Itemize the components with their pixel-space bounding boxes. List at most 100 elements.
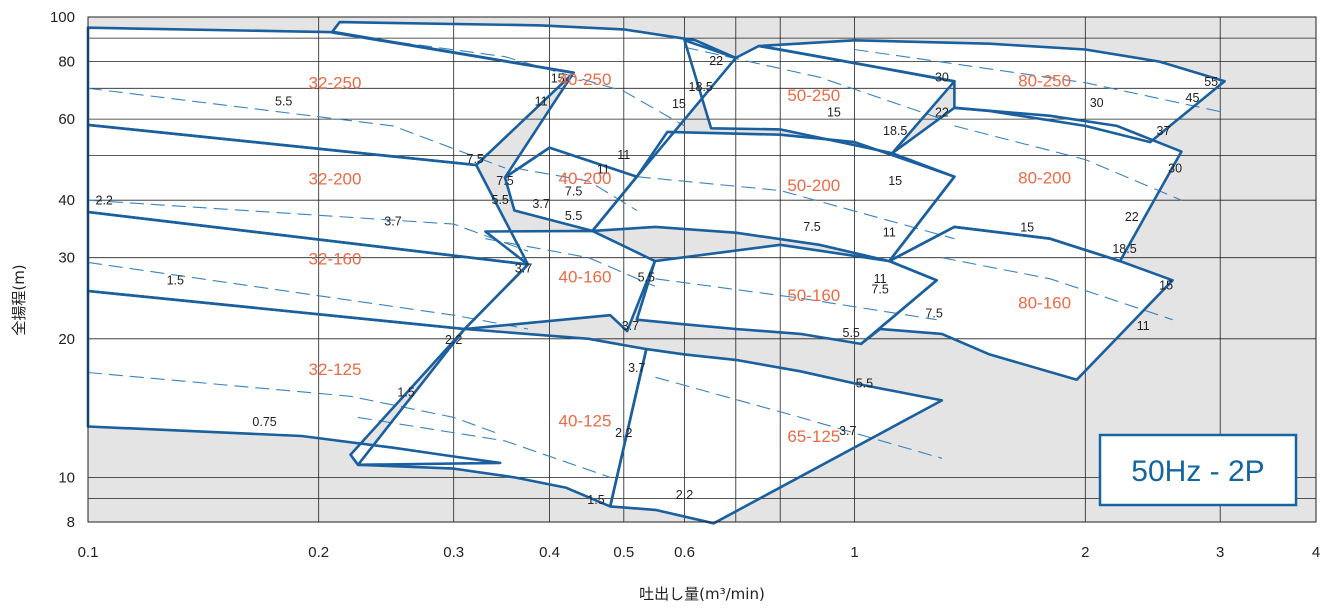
- kw-label: 11: [883, 226, 896, 240]
- kw-label: 3.7: [839, 424, 856, 438]
- y-tick-label: 10: [58, 469, 75, 486]
- model-label-50-160: 50-160: [787, 286, 840, 305]
- kw-label: 18.5: [883, 124, 907, 138]
- x-tick-labels: 0.1 0.2 0.3 0.4 0.5 0.6 1 2 3 4: [78, 544, 1321, 561]
- kw-label: 7.5: [803, 220, 820, 234]
- kw-label: 5.5: [856, 376, 873, 390]
- model-label-32-200: 32-200: [309, 169, 362, 188]
- region-fill-65-125: [610, 349, 942, 524]
- x-tick-label: 3: [1216, 544, 1224, 561]
- kw-label: 2.2: [676, 488, 693, 502]
- x-tick-label: 4: [1312, 544, 1320, 561]
- kw-label: 3.7: [628, 361, 645, 375]
- kw-label: 3.7: [622, 319, 639, 333]
- kw-label: 18.5: [689, 80, 713, 94]
- region-fill-40-200: [505, 147, 637, 231]
- kw-label: 3.7: [515, 262, 532, 276]
- kw-label: 2.2: [615, 426, 632, 440]
- kw-label: 5.5: [843, 326, 860, 340]
- efficiency-curve: [954, 125, 1182, 201]
- kw-label: 15: [827, 106, 841, 120]
- kw-label: 7.5: [871, 282, 888, 296]
- efficiency-curve: [854, 48, 1225, 114]
- model-label-32-160: 32-160: [309, 249, 362, 268]
- region-fill-50-250: [684, 40, 955, 154]
- badge-frame: [1098, 433, 1298, 507]
- region-boundary-50-160: [635, 243, 939, 346]
- region-fill-32-125: [88, 291, 501, 465]
- efficiency-curve: [655, 376, 943, 459]
- kw-label: 11: [874, 272, 887, 286]
- x-tick-label: 0.3: [443, 544, 464, 561]
- kw-label: 11: [1137, 319, 1150, 333]
- kw-label: 22: [709, 54, 723, 68]
- kw-label: 30: [1090, 96, 1104, 110]
- kw-label: 22: [935, 106, 949, 120]
- x-tick-label: 1: [850, 544, 858, 561]
- y-tick-labels: 8 10 20 30 40 60 80 100: [50, 9, 75, 531]
- efficiency-curve: [655, 278, 937, 321]
- y-tick-label: 40: [58, 192, 75, 209]
- kw-label: 37: [1157, 124, 1171, 138]
- efficiency-curves: [87, 33, 1225, 478]
- model-label-50-200: 50-200: [787, 176, 840, 195]
- x-tick-label: 0.1: [78, 544, 99, 561]
- model-label-40-200: 40-200: [559, 169, 612, 188]
- kw-label: 15: [672, 97, 686, 111]
- region-fill-80-160: [861, 226, 1173, 380]
- efficiency-curve: [87, 87, 506, 169]
- efficiency-curve: [941, 257, 1173, 321]
- kw-label: 30: [1168, 161, 1182, 175]
- kw-label: 11: [617, 148, 630, 162]
- plot-frame: [87, 16, 1317, 523]
- kw-label: 5.5: [638, 270, 655, 284]
- model-label-40-160: 40-160: [559, 268, 612, 287]
- kw-label: 11: [535, 94, 548, 108]
- kw-label: 5.5: [565, 209, 582, 223]
- region-fill-32-250: [88, 27, 574, 166]
- region-boundary-80-250: [757, 38, 1226, 144]
- efficiency-curve: [636, 176, 955, 240]
- efficiency-curve: [87, 261, 529, 330]
- kw-label: 7.5: [496, 174, 513, 188]
- x-tick-label: 0.2: [308, 544, 329, 561]
- kw-label: 22: [1125, 210, 1139, 224]
- model-label-80-160: 80-160: [1018, 293, 1071, 312]
- model-label-40-250: 40-250: [559, 70, 612, 89]
- efficiency-curve: [485, 238, 656, 287]
- kw-label: 7.5: [467, 152, 484, 166]
- x-axis-label: 吐出し量(m³/min): [639, 585, 765, 603]
- efficiency-curve: [87, 199, 529, 252]
- model-label-50-250: 50-250: [787, 86, 840, 105]
- kw-label: 11: [597, 163, 610, 177]
- model-label-32-250: 32-250: [309, 73, 362, 92]
- kw-label: 30: [935, 71, 949, 85]
- y-tick-label: 8: [67, 514, 75, 531]
- region-boundary-65-125: [608, 347, 944, 525]
- y-tick-label: 100: [50, 9, 75, 26]
- kw-label: 45: [1186, 91, 1200, 105]
- region-fill-32-160: [88, 212, 528, 329]
- kw-label: 1.5: [587, 493, 604, 507]
- efficiency-curve: [684, 46, 943, 120]
- model-labels: 32-125 32-160 32-200 32-250 40-250 40-200 40-1…: [309, 70, 1072, 446]
- kw-label: 3.7: [384, 214, 401, 228]
- x-tick-label: 2: [1081, 544, 1089, 561]
- region-fill-80-200: [889, 107, 1182, 262]
- kw-label: 15: [888, 174, 902, 188]
- kw-label: 18.5: [1112, 242, 1136, 256]
- efficiency-curve: [514, 167, 638, 211]
- efficiency-curve: [357, 416, 611, 478]
- kw-label: 15: [551, 72, 565, 86]
- y-axis-label: 全揚程(m): [10, 264, 28, 335]
- region-boundary-40-160: [463, 229, 657, 333]
- kw-label: 2.2: [96, 194, 113, 208]
- region-fill-40-160: [464, 230, 655, 331]
- y-tick-label: 80: [58, 54, 75, 71]
- kw-label: 55: [1204, 75, 1218, 89]
- kw-label: 7.5: [925, 307, 942, 321]
- frequency-badge: 50Hz - 2P: [1098, 433, 1298, 507]
- region-fill-50-160: [636, 244, 937, 344]
- kw-label: 1.5: [397, 385, 414, 399]
